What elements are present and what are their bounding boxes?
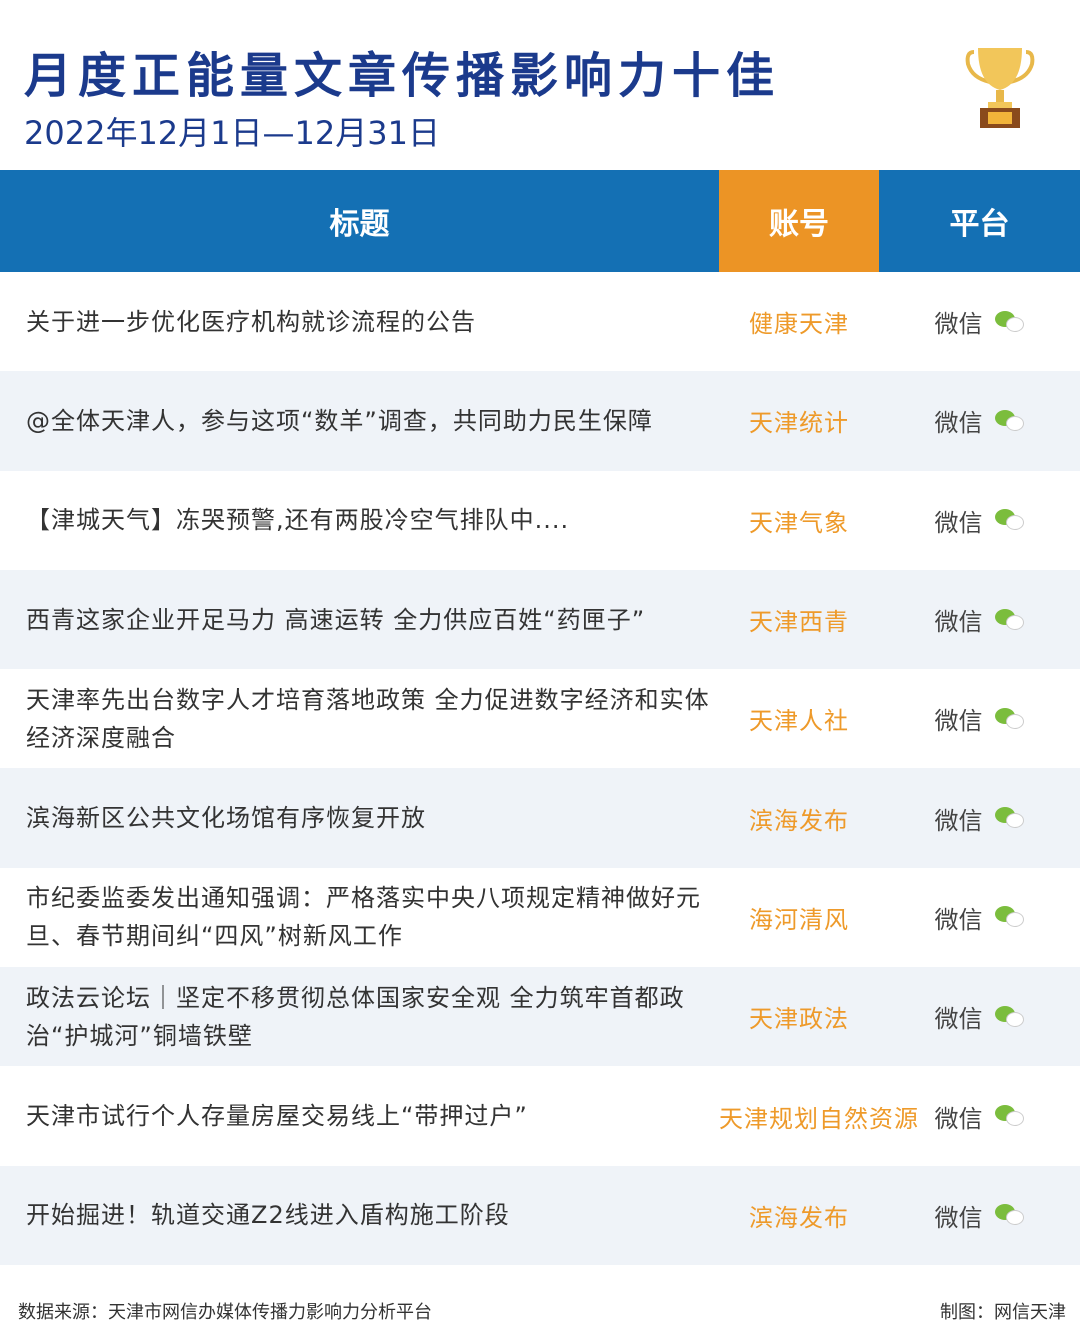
- platform-name: 微信: [934, 905, 983, 934]
- platform-cell: 微信: [879, 1099, 1080, 1134]
- wechat-icon: [994, 707, 1025, 730]
- platform-cell: 微信: [879, 701, 1080, 736]
- wechat-icon: [994, 1105, 1025, 1127]
- platform-cell: 微信: [879, 602, 1080, 637]
- platform-name: 微信: [934, 608, 983, 637]
- article-title[interactable]: 【津城天气】冻哭预警,还有两股冷空气排队中....: [26, 506, 570, 535]
- table-row[interactable]: 【津城天气】冻哭预警,还有两股冷空气排队中.... 天津气象 微信: [0, 471, 1080, 570]
- account-name: 滨海发布: [749, 806, 849, 835]
- platform-cell: 微信: [879, 801, 1080, 836]
- wechat-icon: [994, 1204, 1025, 1226]
- wechat-icon: [994, 509, 1025, 531]
- wechat-icon: [994, 310, 1025, 333]
- table-row[interactable]: 滨海新区公共文化场馆有序恢复开放 滨海发布 微信: [0, 768, 1080, 868]
- account-name: 海河清风: [749, 905, 849, 934]
- article-title[interactable]: 关于进一步优化医疗机构就诊流程的公告: [26, 307, 476, 336]
- account-name: 天津统计: [749, 409, 849, 438]
- platform-name: 微信: [934, 1104, 983, 1133]
- table-row[interactable]: 西青这家企业开足马力 高速运转 全力供应百姓“药匣子” 天津西青 微信: [0, 569, 1080, 670]
- account-name: 天津政法: [749, 1005, 849, 1034]
- table-row[interactable]: 开始掘进！轨道交通Z2线进入盾构施工阶段 滨海发布 微信: [0, 1165, 1080, 1265]
- article-title[interactable]: 滨海新区公共文化场馆有序恢复开放: [26, 804, 426, 833]
- platform-name: 微信: [934, 1203, 983, 1232]
- table-row[interactable]: 天津市试行个人存量房屋交易线上“带押过户” 天津规划自然资源 微信: [0, 1066, 1080, 1165]
- wechat-icon: [994, 1005, 1025, 1028]
- article-title[interactable]: @全体天津人，参与这项“数羊”调查，共同助力民生保障: [26, 406, 653, 435]
- data-source: 数据来源：天津市网信办媒体传播力影响力分析平台: [18, 1302, 432, 1323]
- platform-name: 微信: [934, 508, 983, 537]
- account-name: 天津西青: [749, 608, 849, 637]
- table-row[interactable]: 市纪委监委发出通知强调：严格落实中央八项规定精神做好元旦、春节期间纠“四风”树新…: [0, 868, 1080, 967]
- article-title[interactable]: 天津市试行个人存量房屋交易线上“带押过户”: [26, 1102, 528, 1131]
- account-name: 滨海发布: [749, 1203, 849, 1232]
- platform-name: 微信: [934, 310, 983, 339]
- table-row[interactable]: 天津率先出台数字人才培育落地政策 全力促进数字经济和实体经济深度融合 天津人社 …: [0, 669, 1080, 768]
- account-name: 天津规划自然资源: [719, 1104, 919, 1133]
- table-header: 标题 账号 平台: [0, 170, 1080, 272]
- platform-name: 微信: [934, 806, 983, 835]
- platform-cell: 微信: [879, 304, 1080, 339]
- column-account: 账号: [719, 170, 879, 272]
- article-title[interactable]: 政法云论坛｜坚定不移贯彻总体国家安全观 全力筑牢首都政治“护城河”铜墙铁壁: [26, 983, 685, 1050]
- account-name: 天津人社: [749, 707, 849, 736]
- platform-name: 微信: [934, 409, 983, 438]
- column-platform: 平台: [879, 170, 1080, 272]
- platform-name: 微信: [934, 1005, 983, 1034]
- table-body: 关于进一步优化医疗机构就诊流程的公告 健康天津 微信 @全体天津人，参与这项“数羊…: [0, 272, 1080, 1265]
- platform-cell: 微信: [879, 1198, 1080, 1233]
- wechat-icon: [994, 409, 1025, 432]
- credit: 制图：网信天津: [940, 1302, 1066, 1323]
- account-name: 健康天津: [749, 310, 849, 339]
- page-title: 月度正能量文章传播影响力十佳: [24, 48, 781, 104]
- date-range: 2022年12月1日—12月31日: [24, 114, 440, 152]
- table-row[interactable]: 政法云论坛｜坚定不移贯彻总体国家安全观 全力筑牢首都政治“护城河”铜墙铁壁 天津…: [0, 967, 1080, 1067]
- platform-cell: 微信: [879, 999, 1080, 1034]
- article-title[interactable]: 天津率先出台数字人才培育落地政策 全力促进数字经济和实体经济深度融合: [26, 685, 710, 752]
- account-name: 天津气象: [749, 508, 849, 537]
- article-title[interactable]: 市纪委监委发出通知强调：严格落实中央八项规定精神做好元旦、春节期间纠“四风”树新…: [26, 884, 701, 951]
- article-title[interactable]: 开始掘进！轨道交通Z2线进入盾构施工阶段: [26, 1201, 510, 1230]
- platform-cell: 微信: [879, 900, 1080, 935]
- table-row[interactable]: 关于进一步优化医疗机构就诊流程的公告 健康天津 微信: [0, 272, 1080, 371]
- wechat-icon: [994, 608, 1025, 631]
- trophy-icon: [965, 48, 1035, 128]
- wechat-icon: [994, 906, 1025, 928]
- column-title: 标题: [0, 170, 719, 272]
- article-title[interactable]: 西青这家企业开足马力 高速运转 全力供应百姓“药匣子”: [26, 605, 646, 634]
- platform-cell: 微信: [879, 503, 1080, 538]
- platform-name: 微信: [934, 707, 983, 736]
- wechat-icon: [994, 807, 1025, 829]
- platform-cell: 微信: [879, 403, 1080, 438]
- table-row[interactable]: @全体天津人，参与这项“数羊”调查，共同助力民生保障 天津统计 微信: [0, 371, 1080, 471]
